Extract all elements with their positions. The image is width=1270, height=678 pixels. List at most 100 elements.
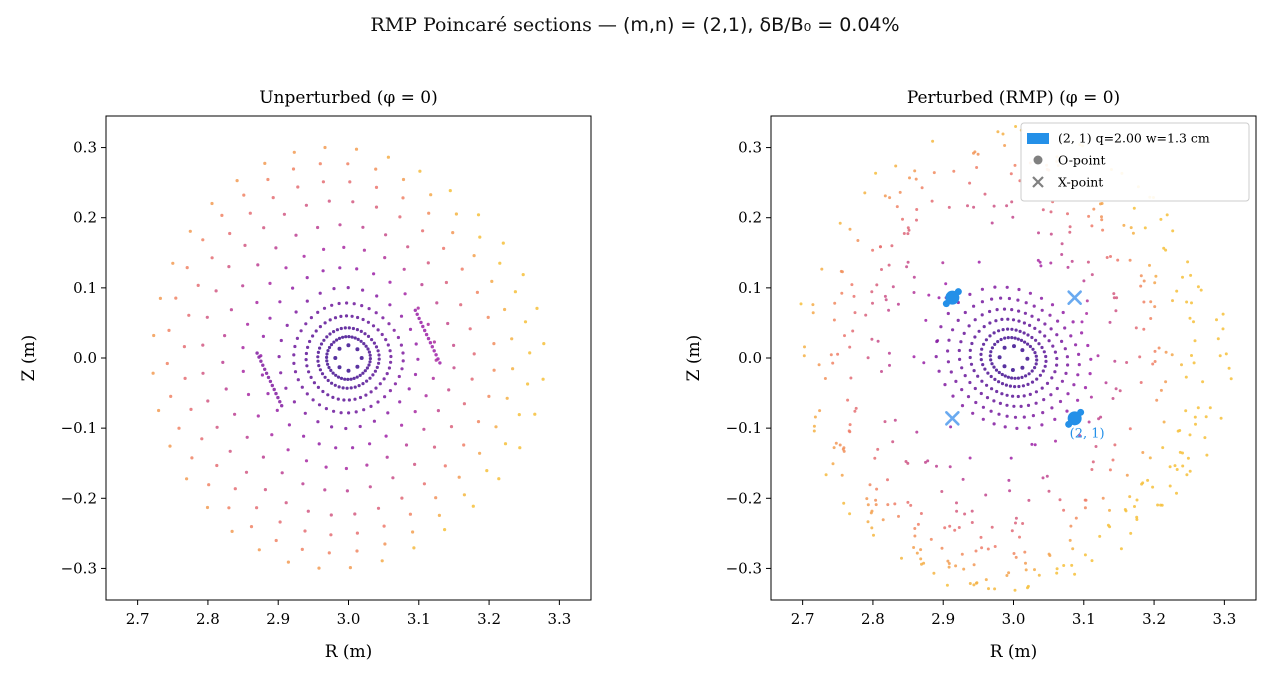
poincare-point xyxy=(1021,384,1025,388)
poincare-point xyxy=(1055,363,1059,367)
x-tick-label: 3.3 xyxy=(1212,610,1236,628)
poincare-point xyxy=(829,353,833,357)
poincare-point xyxy=(214,289,218,293)
poincare-point xyxy=(1055,333,1059,337)
poincare-point xyxy=(1041,476,1045,480)
poincare-point xyxy=(1010,376,1014,380)
poincare-point xyxy=(505,396,509,400)
poincare-point xyxy=(919,557,923,561)
poincare-point xyxy=(1215,318,1218,322)
poincare-point xyxy=(1013,588,1017,592)
poincare-point xyxy=(347,411,351,415)
poincare-point xyxy=(366,334,371,338)
poincare-point xyxy=(1026,586,1029,590)
poincare-point xyxy=(866,356,870,360)
poincare-point xyxy=(487,394,491,398)
poincare-point xyxy=(169,394,173,398)
poincare-point xyxy=(413,372,418,377)
poincare-point xyxy=(1023,550,1027,554)
poincare-point xyxy=(1013,336,1017,340)
poincare-point xyxy=(992,204,996,208)
poincare-point xyxy=(362,342,366,346)
poincare-point xyxy=(337,346,342,351)
y-tick-label: −0.2 xyxy=(61,489,97,507)
poincare-point xyxy=(992,399,996,403)
poincare-point xyxy=(993,377,997,381)
poincare-point xyxy=(951,328,955,332)
poincare-point xyxy=(1221,312,1225,316)
poincare-point xyxy=(359,329,363,333)
poincare-point xyxy=(1016,337,1020,341)
poincare-point xyxy=(1193,339,1197,343)
poincare-point xyxy=(419,320,423,325)
poincare-point xyxy=(1014,555,1018,559)
poincare-point xyxy=(270,383,274,388)
poincare-point xyxy=(257,355,261,359)
poincare-point xyxy=(346,377,350,381)
poincare-point xyxy=(1135,515,1139,519)
poincare-point xyxy=(323,145,327,150)
poincare-point xyxy=(344,335,348,339)
poincare-point xyxy=(803,345,806,349)
poincare-point xyxy=(1070,563,1074,567)
x-tick-label: 2.9 xyxy=(266,610,290,628)
poincare-point xyxy=(905,265,909,269)
poincare-point xyxy=(1196,285,1200,289)
poincare-point xyxy=(402,267,406,271)
poincare-point xyxy=(823,377,827,380)
poincare-point xyxy=(1153,281,1157,285)
poincare-point xyxy=(386,343,390,347)
poincare-point xyxy=(1049,261,1053,265)
poincare-point xyxy=(1142,327,1146,331)
poincare-point xyxy=(490,279,494,283)
poincare-point xyxy=(224,387,228,391)
poincare-point xyxy=(317,364,321,368)
poincare-point xyxy=(380,332,384,337)
poincare-point xyxy=(304,358,308,362)
poincare-point xyxy=(368,442,372,446)
poincare-point xyxy=(916,522,920,526)
poincare-point xyxy=(399,314,404,318)
poincare-point xyxy=(886,478,889,482)
poincare-point xyxy=(1142,279,1146,283)
poincare-point xyxy=(1154,274,1158,278)
poincare-point xyxy=(1013,376,1017,380)
poincare-point xyxy=(1139,381,1143,384)
poincare-point xyxy=(960,552,964,556)
poincare-point xyxy=(960,366,964,370)
poincare-point xyxy=(446,321,450,326)
poincare-point xyxy=(291,167,296,171)
axes-frame xyxy=(105,115,592,601)
poincare-point xyxy=(259,359,263,363)
poincare-point xyxy=(1151,362,1155,366)
poincare-point xyxy=(337,385,341,389)
poincare-point xyxy=(908,176,911,180)
x-point-stroke xyxy=(945,411,960,426)
poincare-point xyxy=(992,365,996,369)
y-tick-label: 0.2 xyxy=(73,209,97,227)
poincare-point xyxy=(306,509,310,513)
poincare-point xyxy=(1160,503,1164,507)
poincare-point xyxy=(1028,344,1032,349)
poincare-point xyxy=(339,376,344,380)
poincare-point xyxy=(949,425,953,429)
poincare-point xyxy=(385,372,389,376)
poincare-point xyxy=(475,290,479,294)
poincare-point xyxy=(968,582,972,585)
poincare-point xyxy=(1066,265,1070,269)
poincare-point xyxy=(276,395,280,400)
poincare-point xyxy=(1019,404,1023,408)
poincare-point xyxy=(358,395,363,400)
poincare-point xyxy=(492,342,496,346)
poincare-point xyxy=(870,290,874,294)
poincare-point xyxy=(1114,387,1118,391)
poincare-point xyxy=(171,261,175,265)
poincare-point xyxy=(1065,409,1069,413)
poincare-point xyxy=(426,322,430,326)
poincare-point xyxy=(934,355,938,359)
poincare-point xyxy=(246,392,251,397)
poincare-point xyxy=(1100,215,1103,219)
poincare-point xyxy=(268,281,272,285)
poincare-point xyxy=(420,283,424,287)
poincare-point xyxy=(478,451,482,455)
